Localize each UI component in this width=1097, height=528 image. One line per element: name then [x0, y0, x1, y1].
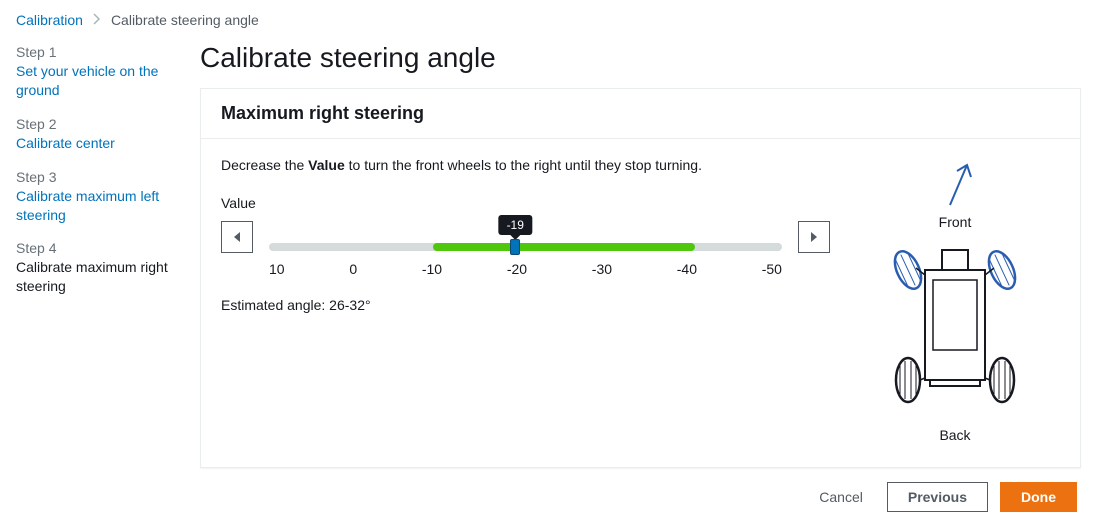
- panel-header: Maximum right steering: [201, 89, 1080, 139]
- instruction-post: to turn the front wheels to the right un…: [345, 157, 702, 173]
- step-2[interactable]: Step 2 Calibrate center: [16, 116, 168, 153]
- instruction-text: Decrease the Value to turn the front whe…: [221, 157, 830, 173]
- controls-column: Decrease the Value to turn the front whe…: [221, 157, 830, 455]
- tick: 0: [349, 261, 357, 277]
- tick: -20: [507, 261, 527, 277]
- estimated-angle-value: 26-32°: [329, 297, 370, 313]
- back-label: Back: [850, 427, 1060, 443]
- previous-button[interactable]: Previous: [887, 482, 988, 512]
- triangle-left-icon: [232, 231, 242, 243]
- step-1[interactable]: Step 1 Set your vehicle on the ground: [16, 44, 168, 100]
- step-4[interactable]: Step 4 Calibrate maximum right steering: [16, 240, 168, 296]
- done-button[interactable]: Done: [1000, 482, 1077, 512]
- value-slider[interactable]: -19 10 0 -10 -20 -30 -40: [269, 217, 782, 277]
- step-3[interactable]: Step 3 Calibrate maximum left steering: [16, 169, 168, 225]
- tick: -30: [592, 261, 612, 277]
- front-arrow-icon: [850, 157, 1060, 210]
- breadcrumb-root[interactable]: Calibration: [16, 12, 83, 28]
- slider-row: -19 10 0 -10 -20 -30 -40: [221, 217, 830, 277]
- tick: -10: [422, 261, 442, 277]
- slider-handle[interactable]: [510, 239, 520, 255]
- vehicle-top-icon: [870, 230, 1040, 420]
- cancel-button[interactable]: Cancel: [807, 483, 875, 511]
- breadcrumb-current: Calibrate steering angle: [111, 12, 259, 28]
- step-title: Calibrate maximum right steering: [16, 258, 168, 296]
- vehicle-diagram: Front: [850, 157, 1060, 455]
- step-label: Step 2: [16, 116, 168, 132]
- chevron-right-icon: [93, 12, 101, 28]
- step-label: Step 4: [16, 240, 168, 256]
- increment-button[interactable]: [798, 221, 830, 253]
- calibration-panel: Maximum right steering Decrease the Valu…: [200, 88, 1081, 468]
- slider-ticks: 10 0 -10 -20 -30 -40 -50: [269, 261, 782, 277]
- slider-tooltip: -19: [499, 215, 532, 235]
- tick: 10: [269, 261, 285, 277]
- instruction-pre: Decrease the: [221, 157, 308, 173]
- step-title: Calibrate maximum left steering: [16, 187, 168, 225]
- step-title: Calibrate center: [16, 134, 168, 153]
- breadcrumb: Calibration Calibrate steering angle: [0, 0, 1097, 36]
- value-label: Value: [221, 195, 830, 211]
- wizard-steps: Step 1 Set your vehicle on the ground St…: [0, 36, 184, 528]
- main-content: Calibrate steering angle Maximum right s…: [184, 36, 1097, 528]
- page-title: Calibrate steering angle: [200, 42, 1081, 74]
- slider-fill: [433, 243, 695, 251]
- step-label: Step 3: [16, 169, 168, 185]
- step-label: Step 1: [16, 44, 168, 60]
- slider-track: [269, 243, 782, 251]
- step-title: Set your vehicle on the ground: [16, 62, 168, 100]
- estimated-angle: Estimated angle: 26-32°: [221, 297, 830, 313]
- estimated-angle-label: Estimated angle:: [221, 297, 329, 313]
- instruction-bold: Value: [308, 157, 345, 173]
- front-label: Front: [850, 214, 1060, 230]
- tick: -40: [677, 261, 697, 277]
- wizard-footer: Cancel Previous Done: [200, 468, 1081, 512]
- triangle-right-icon: [809, 231, 819, 243]
- tick: -50: [762, 261, 782, 277]
- decrement-button[interactable]: [221, 221, 253, 253]
